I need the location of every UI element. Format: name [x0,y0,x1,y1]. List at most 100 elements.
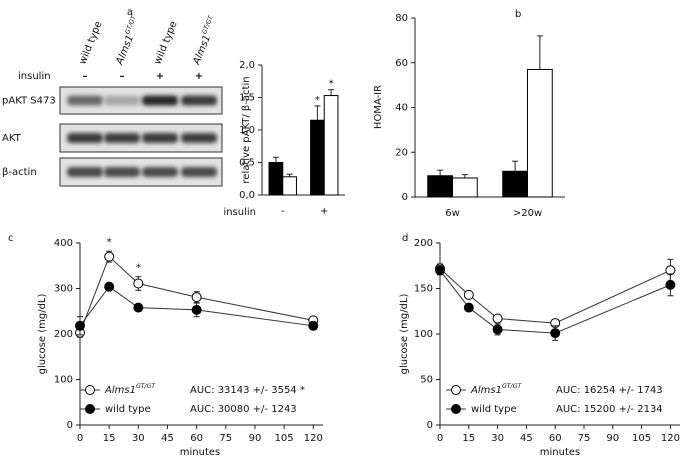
marker [191,292,202,303]
marker [75,320,85,331]
x-tick-label: 105 [632,433,651,444]
y-tick-label: 300 [54,284,73,295]
y-tick-label: 0,0 [239,190,255,201]
x-axis-label: insulin [223,207,256,218]
x-tick-label: 15 [462,433,475,444]
marker [492,324,503,335]
bar [282,176,297,196]
legend-auc: AUC: 30080 +/- 1243 [190,404,297,415]
bar [502,170,528,198]
y-axis-label: relative pAKT/ β-actin [241,76,252,183]
blot-band [67,95,103,106]
panel-label: a [127,7,133,18]
legend-label-sup: GT/GT [136,383,156,390]
x-tick-label: 45 [161,433,174,444]
panel-label: d [402,233,408,244]
legend-label-sup: GT/GT [502,383,522,390]
insulin-sign: + [195,71,203,82]
marker [133,302,144,313]
y-tick-label: 1,5 [239,93,255,104]
legend-marker [85,404,95,414]
bar [323,95,339,196]
legend-marker [451,385,461,395]
blot-band [142,167,178,177]
legend-auc: AUC: 33143 +/- 3554 * [190,385,305,396]
y-tick-label: 50 [420,375,433,386]
y-tick-label: 60 [395,58,408,69]
x-tick-label: 120 [661,433,680,444]
x-tick-label: 105 [275,433,294,444]
y-tick-label: 0 [67,420,73,431]
x-tick-label: 90 [249,433,262,444]
legend-label: wild type [471,404,517,415]
x-tick-label: 30 [132,433,145,444]
y-tick-label: 100 [54,375,73,386]
blot-band [181,133,217,143]
marker [191,304,202,315]
x-tick-label: 0 [77,433,83,444]
x-tick-label: 45 [520,433,533,444]
y-tick-label: 2,0 [239,60,255,71]
legend-label-main: Alms1 [104,385,136,396]
legend-label: Alms1GT/GT [104,383,156,396]
y-axis-label: glucose (mg/dL) [37,294,48,375]
y-tick-label: 1,0 [239,125,255,136]
insulin-sign: + [156,71,164,82]
marker [463,289,474,300]
y-tick-label: 150 [414,284,433,295]
lane-label-main: Alms1 [114,33,136,67]
x-tick-label: 60 [190,433,203,444]
insulin-sign: – [120,71,125,82]
legend-label-main: Alms1 [470,385,502,396]
blot-band [67,167,103,177]
x-axis-label: minutes [180,447,220,458]
marker [104,281,115,292]
marker [492,313,503,324]
series-line [439,268,671,324]
blot-band [181,95,217,106]
lane-label: wild type [152,20,179,66]
x-tick-label: 90 [606,433,619,444]
x-tick-label: 0 [437,433,443,444]
x-tick-label: 30 [491,433,504,444]
y-tick-label: 40 [395,103,408,114]
legend-label-main: wild type [471,404,517,415]
blot-band [67,133,103,143]
x-tick-label: 15 [103,433,116,444]
legend-auc: AUC: 15200 +/- 2134 [556,404,663,415]
marker [133,278,144,289]
y-tick-label: 0 [402,192,408,203]
x-tick-label: 75 [578,433,591,444]
blot-row-label: β-actin [2,167,37,178]
bar [310,119,325,196]
y-tick-label: 200 [414,238,433,249]
legend-marker [85,385,95,395]
x-tick-label: - [281,206,285,217]
lane-label: wild type [77,20,104,66]
x-tick-label: + [320,206,328,217]
panel-label: b [515,9,521,20]
marker [550,328,561,339]
x-tick-label: 6w [445,208,460,219]
blot-band [104,95,140,106]
blot-band [104,133,140,143]
y-tick-label: 100 [414,329,433,340]
blot-row-label: AKT [2,133,22,144]
legend-label: Alms1GT/GT [470,383,522,396]
marker [435,265,445,276]
lane-label-main: wild type [152,20,179,66]
y-axis-label: HOMA-IR [373,85,384,129]
y-tick-label: 0 [427,420,433,431]
y-axis-label: glucose (mg/dL) [399,294,410,375]
bar [452,177,478,198]
legend-label-main: wild type [105,404,151,415]
bar [268,162,284,196]
legend-auc: AUC: 16254 +/- 1743 [556,385,663,396]
y-tick-label: 0,5 [239,158,255,169]
bar [427,175,453,198]
insulin-sign: – [83,71,88,82]
lane-label-main: Alms1 [191,33,213,67]
point-label: * [315,95,320,106]
blot-band [142,95,178,106]
point-label: * [107,237,112,248]
